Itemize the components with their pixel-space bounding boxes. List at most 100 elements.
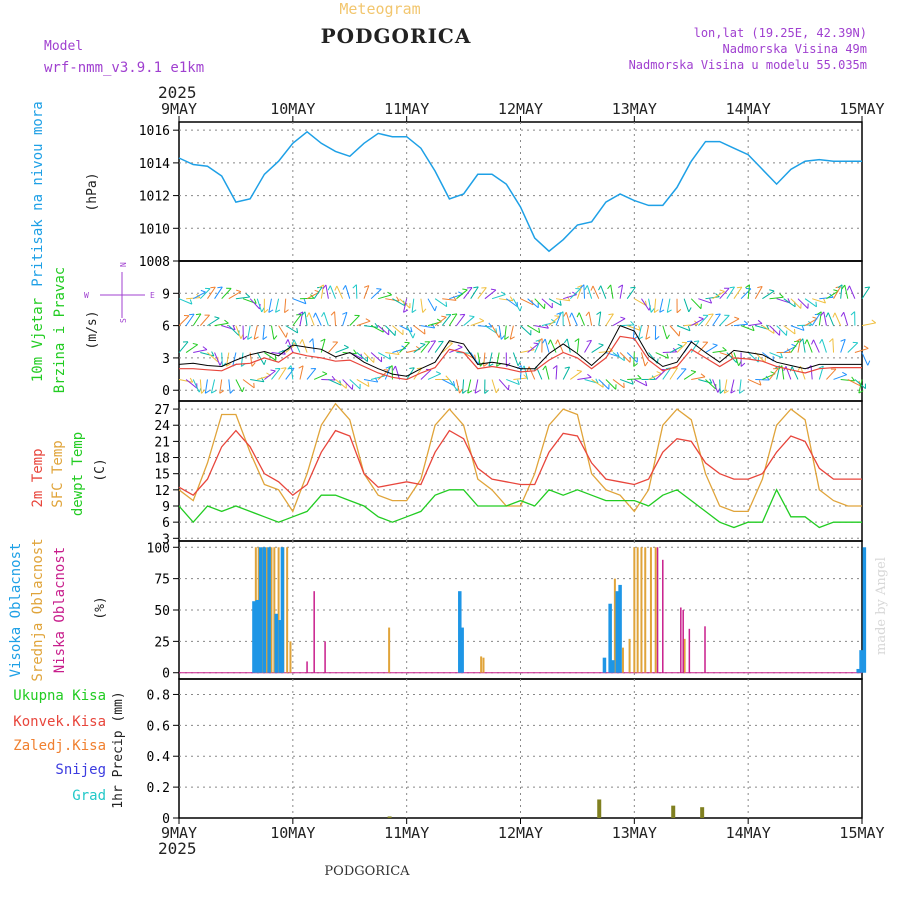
wind-barb (769, 296, 784, 300)
wind-barb-tick (779, 293, 784, 298)
wind-barb (691, 376, 706, 380)
wind-barb-tick (352, 284, 357, 289)
wind-barb (527, 325, 540, 334)
temp-unit: (C) (93, 458, 108, 481)
high-cloud-bar (615, 591, 620, 673)
wind-barb (278, 325, 287, 338)
wind-barb (776, 365, 781, 380)
wind-barb (498, 325, 502, 340)
wind-barb-tick (676, 308, 682, 314)
wind-barb-tick (510, 336, 515, 340)
wind-barb (214, 352, 221, 366)
wind-barb-tick (739, 390, 744, 394)
wind-barb (262, 325, 265, 340)
precip-tick-label: 0.4 (147, 750, 171, 765)
wind-barb (697, 341, 709, 353)
wind-barb (754, 286, 763, 299)
wind-barb (563, 294, 577, 300)
wind-barb-tick (672, 367, 678, 369)
wind-barb (411, 298, 415, 313)
wind-barb-tick (712, 343, 718, 346)
wind-barb (733, 323, 748, 327)
wind-barb (399, 298, 411, 309)
wind-barb (712, 379, 719, 393)
wind-barb (790, 340, 800, 353)
wind-barb-tick (687, 340, 693, 343)
wind-barb (648, 373, 662, 380)
wind-barb-tick (261, 307, 265, 313)
meteogram-subtitle: Meteogram (339, 0, 420, 18)
high-cloud-bar (255, 599, 260, 673)
wind-barb (632, 325, 635, 340)
wind-barb-tick (411, 309, 417, 313)
wind-barb (512, 298, 521, 312)
wind-barb (413, 343, 426, 353)
wind-barb-tick (268, 309, 274, 313)
wind-barb (541, 298, 553, 309)
wind-barb (619, 352, 631, 363)
wind-barb (578, 312, 585, 326)
wind-tick-label: 3 (162, 352, 170, 367)
wind-barb (600, 285, 607, 299)
wind-barb (592, 285, 600, 299)
wind-barb-tick (678, 331, 681, 337)
wind-barb-tick (819, 338, 823, 344)
wind-barb (504, 325, 507, 340)
pressure-panel-frame (178, 121, 863, 262)
wind-barb (491, 379, 497, 393)
wind-barb (420, 341, 431, 353)
wind-barb-tick (644, 361, 649, 367)
wind-barb (705, 313, 714, 326)
wind-barb-tick (558, 311, 564, 316)
wind-barb-tick (595, 378, 599, 384)
wind-barb (370, 375, 385, 380)
wind-barb (821, 339, 827, 353)
wind-barb (249, 298, 261, 310)
wind-barb-tick (738, 361, 742, 366)
wind-barb (840, 378, 855, 382)
wind-barb-tick (787, 298, 791, 304)
cloud-tick-label: 25 (154, 635, 170, 650)
wind-barb (762, 290, 775, 300)
wind-barb (342, 379, 353, 390)
wind-barb (584, 340, 592, 353)
wind-barb (477, 287, 487, 299)
wind-barb (470, 352, 479, 365)
wind-barb (455, 379, 461, 394)
wind-barb-tick (322, 371, 328, 375)
wind-barb (329, 285, 336, 299)
wind-barb (456, 314, 466, 326)
wind-barb-tick (245, 293, 251, 298)
high-cloud-bar (278, 620, 282, 673)
wind-barb (385, 352, 400, 356)
wind-barb (505, 298, 518, 308)
wind-barb (598, 379, 610, 390)
wind-barb (301, 339, 308, 353)
wind-barb-tick (590, 285, 594, 291)
wind-barb-tick (666, 334, 670, 340)
wind-barb-tick (715, 293, 720, 298)
footer-city: PODGORICA (324, 864, 410, 879)
wind-barb-tick (430, 340, 436, 343)
precip-total-label: Ukupna Kisa (13, 688, 106, 704)
wind-barb-tick (275, 309, 281, 313)
high-cloud-bar (460, 627, 464, 673)
wind-barb (207, 286, 216, 299)
wind-barb-tick (820, 311, 825, 317)
wind-barb-tick (229, 389, 234, 394)
wind-barb-tick (630, 286, 636, 289)
low-cloud-bar (688, 628, 691, 673)
wind-barb-tick (383, 369, 389, 371)
wind-barb-tick (313, 312, 316, 318)
temp-panel-frame (178, 400, 863, 542)
wind-barb-tick (538, 327, 541, 333)
wind-barb-tick (299, 339, 303, 344)
wind-barb-tick (709, 378, 713, 384)
location-elevation: Nadmorska Visina 49m (723, 42, 868, 56)
wind-barb (413, 325, 426, 335)
wind-barb-tick (766, 324, 770, 330)
wind-barb-tick (645, 380, 648, 386)
wind-barb (819, 296, 834, 300)
wind-barb (186, 297, 201, 300)
wind-barb-tick (189, 299, 193, 305)
